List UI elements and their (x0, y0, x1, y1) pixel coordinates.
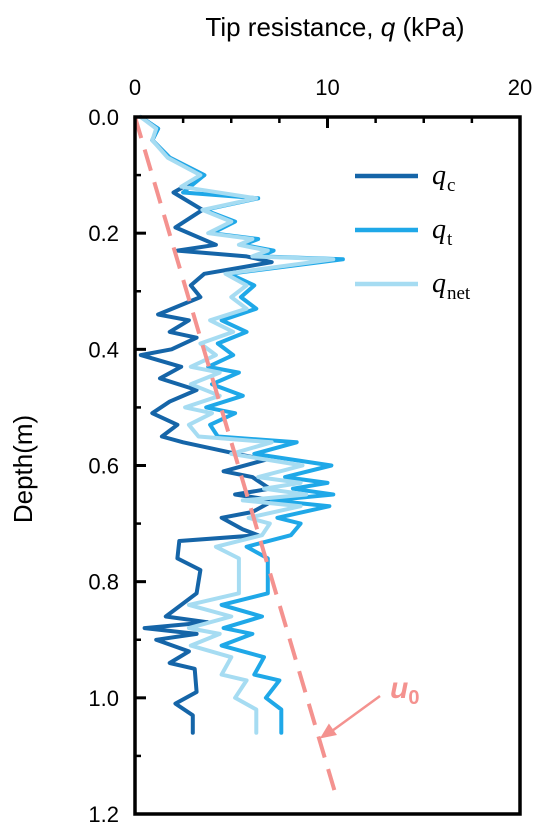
annotation: u0 (319, 672, 419, 739)
legend-label-qc: qc (432, 160, 455, 196)
reference-line-u0 (133, 116, 340, 801)
annotation-label-u0: u0 (390, 672, 419, 709)
annotation-arrow-head (319, 723, 337, 739)
legend-label-qt: qt (432, 214, 453, 250)
axis-ticks: 0 10 20 0.0 0.2 0.4 0.6 0.8 1.0 1.2 (88, 75, 532, 827)
y-tick-label: 0.6 (88, 454, 119, 479)
x-axis-title: Tip resistance, q (kPa) (205, 12, 464, 42)
series-line-qt (138, 115, 345, 735)
y-axis-title: Depth(m) (8, 415, 38, 523)
series-line-qnet (138, 115, 336, 735)
y-tick-label: 0.4 (88, 337, 119, 362)
x-tick-label: 20 (508, 75, 532, 100)
legend-label-qnet: qnet (432, 268, 471, 304)
x-tick-label: 0 (129, 75, 141, 100)
y-tick-label: 1.2 (88, 802, 119, 827)
y-tick-label: 0.2 (88, 221, 119, 246)
x-tick-label: 10 (315, 75, 339, 100)
series-line-qc (138, 115, 276, 735)
annotation-arrow-shaft (329, 694, 381, 734)
y-tick-label: 0.8 (88, 570, 119, 595)
y-tick-label: 0.0 (88, 105, 119, 130)
plot-lines (133, 115, 345, 801)
legend: qc qt qnet (355, 160, 471, 304)
y-tick-label: 1.0 (88, 686, 119, 711)
